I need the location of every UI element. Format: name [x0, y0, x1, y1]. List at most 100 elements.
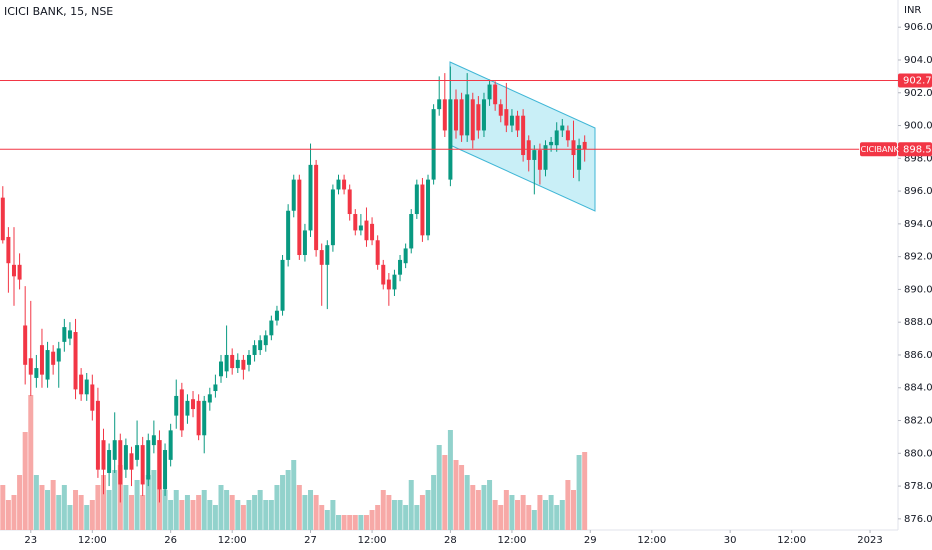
volume-bar	[112, 470, 118, 530]
candle-body	[185, 400, 190, 416]
candle-body	[252, 345, 257, 355]
x-tick-label: 12:00	[218, 535, 247, 546]
volume-bar	[22, 432, 28, 530]
candle-body	[543, 145, 548, 170]
x-tick-label: 12:00	[777, 535, 806, 546]
volume-bar	[582, 452, 588, 530]
candle-body	[241, 359, 246, 370]
volume-bar	[67, 505, 73, 530]
volume-bar	[459, 465, 465, 530]
candle-body	[571, 140, 576, 156]
volume-bar	[487, 480, 493, 530]
y-tick-label: 880.00	[904, 448, 932, 459]
candle-body	[375, 240, 380, 265]
candle-body	[308, 164, 313, 231]
volume-bar	[414, 505, 420, 530]
candle-body	[577, 145, 582, 170]
candle-body	[459, 99, 464, 136]
volume-bar	[106, 490, 112, 530]
volume-bar	[84, 505, 90, 530]
volume-bar	[347, 515, 353, 530]
candle-body	[549, 141, 554, 146]
candle-body	[325, 245, 330, 265]
candle-body	[442, 99, 447, 131]
volume-bar	[515, 500, 521, 530]
volume-bar	[475, 490, 481, 530]
candle-body	[437, 99, 442, 110]
candle-body	[140, 445, 145, 485]
volume-bar	[224, 490, 230, 530]
price-tag-label: 902.75	[903, 75, 932, 86]
candle-body	[39, 345, 44, 375]
candle-body	[515, 115, 520, 131]
volume-bar	[89, 500, 95, 530]
volume-bar	[565, 480, 571, 530]
volume-bar	[140, 495, 146, 530]
candle-body	[476, 104, 481, 131]
volume-bar	[28, 395, 34, 530]
volume-bar	[403, 505, 409, 530]
volume-bar	[313, 495, 319, 530]
volume-bar	[61, 485, 67, 530]
volume-bar	[408, 480, 414, 530]
volume-bar	[509, 495, 515, 530]
volume-bar	[442, 455, 448, 530]
candle-body	[347, 189, 352, 215]
candle-body	[123, 445, 128, 470]
volume-bar	[56, 495, 62, 530]
candle-body	[146, 440, 151, 480]
volume-bar	[335, 515, 341, 530]
candle-body	[235, 359, 240, 369]
candle-body	[453, 99, 458, 131]
volume-bar	[520, 495, 526, 530]
volume-bar	[341, 515, 347, 530]
y-tick-label: 906.00	[904, 22, 932, 33]
volume-bar	[45, 490, 51, 530]
candle-body	[297, 179, 302, 256]
volume-bar	[543, 500, 549, 530]
candle-body	[230, 354, 235, 369]
volume-bar	[246, 500, 252, 530]
candle-body	[509, 115, 514, 126]
volume-bar	[358, 515, 364, 530]
candle-body	[448, 99, 453, 180]
volume-bar	[386, 495, 392, 530]
candle-body	[45, 350, 50, 380]
candle-body	[398, 259, 403, 275]
candle-body	[526, 140, 531, 160]
y-tick-label: 878.00	[904, 481, 932, 492]
volume-bar	[50, 480, 56, 530]
candle-body	[431, 109, 436, 180]
candle-body	[207, 394, 212, 403]
y-tick-label: 898.00	[904, 153, 932, 164]
volume-bar	[481, 485, 487, 530]
volume-bar	[263, 500, 269, 530]
volume-bar	[492, 500, 498, 530]
volume-bar	[5, 500, 11, 530]
candle-body	[353, 214, 358, 231]
volume-bar	[235, 500, 241, 530]
volume-bar	[162, 490, 168, 530]
volume-bar	[280, 475, 286, 530]
candle-body	[151, 435, 156, 446]
volume-bar	[201, 490, 207, 530]
volume-bar	[470, 485, 476, 530]
x-tick-label: 12:00	[78, 535, 107, 546]
candle-body	[302, 230, 307, 256]
volume-bar	[252, 495, 258, 530]
candle-body	[67, 330, 72, 339]
volume-bar	[179, 500, 185, 530]
volume-bar	[151, 470, 157, 530]
volume-bar	[537, 495, 543, 530]
volume-bar	[308, 490, 314, 530]
candle-body	[174, 395, 179, 416]
volume-bar	[576, 455, 582, 530]
candle-body	[90, 384, 95, 411]
candle-body	[213, 384, 218, 392]
y-tick-label: 876.00	[904, 514, 932, 525]
candle-body	[0, 197, 5, 241]
y-tick-label: 892.00	[904, 252, 932, 263]
candle-body	[582, 141, 587, 150]
volume-bar	[268, 500, 274, 530]
